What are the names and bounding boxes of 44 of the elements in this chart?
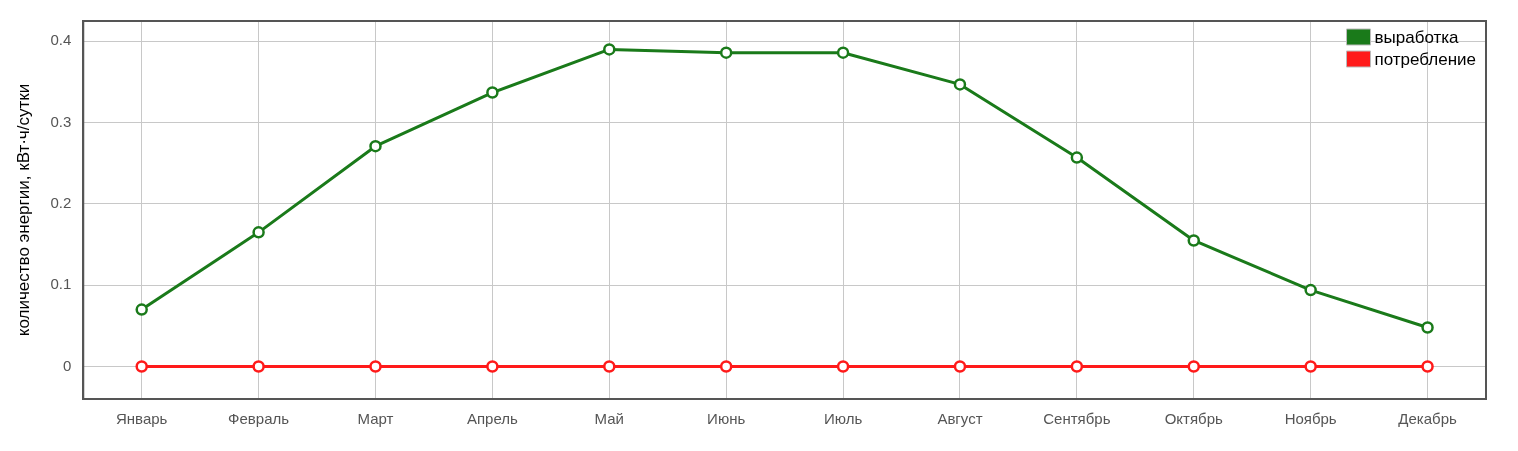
point — [135, 360, 148, 373]
x-tick-label: Март — [357, 410, 394, 428]
legend-label: выработка — [1374, 27, 1460, 47]
point — [486, 86, 499, 99]
x-tick-label: Сентябрь — [1043, 410, 1111, 428]
y-tick-label: 0.2 — [50, 194, 72, 212]
point — [252, 226, 265, 239]
x-tick-label: Июнь — [707, 410, 746, 428]
point — [135, 303, 148, 316]
point — [953, 78, 967, 91]
x-tick-label: Октябрь — [1164, 410, 1224, 428]
point — [719, 46, 733, 59]
point — [1421, 360, 1434, 373]
point — [836, 46, 850, 59]
point — [252, 360, 265, 373]
point — [369, 139, 382, 153]
point — [1187, 360, 1201, 373]
point — [719, 360, 733, 373]
point — [1304, 360, 1317, 373]
x-tick-label: Январь — [115, 410, 168, 428]
point — [603, 43, 616, 56]
point — [1070, 360, 1084, 373]
legend-label: потребление — [1374, 49, 1477, 69]
point — [1304, 283, 1317, 297]
x-tick-label: Август — [937, 410, 983, 428]
x-tick-label: Декабрь — [1398, 410, 1457, 428]
x-tick-label: Апрель — [466, 410, 519, 428]
y-tick-label: 0.4 — [50, 31, 72, 49]
point — [369, 360, 382, 373]
point — [1421, 321, 1434, 334]
point — [836, 360, 850, 373]
x-tick-label: Июль — [823, 410, 863, 428]
point — [953, 360, 967, 373]
x-tick-label: Февраль — [228, 410, 290, 428]
y-tick-label: 0.3 — [50, 112, 72, 130]
point — [486, 360, 499, 373]
point — [1187, 234, 1201, 247]
x-tick-label: Май — [594, 410, 624, 428]
point — [603, 360, 616, 373]
x-tick-label: Ноябрь — [1284, 410, 1337, 428]
y-tick-label: 0.1 — [50, 275, 72, 293]
y-axis-title: количество энергии, кВт·ч/сутки — [13, 83, 33, 337]
y-tick-label: 0 — [62, 356, 72, 374]
point — [1070, 151, 1084, 164]
